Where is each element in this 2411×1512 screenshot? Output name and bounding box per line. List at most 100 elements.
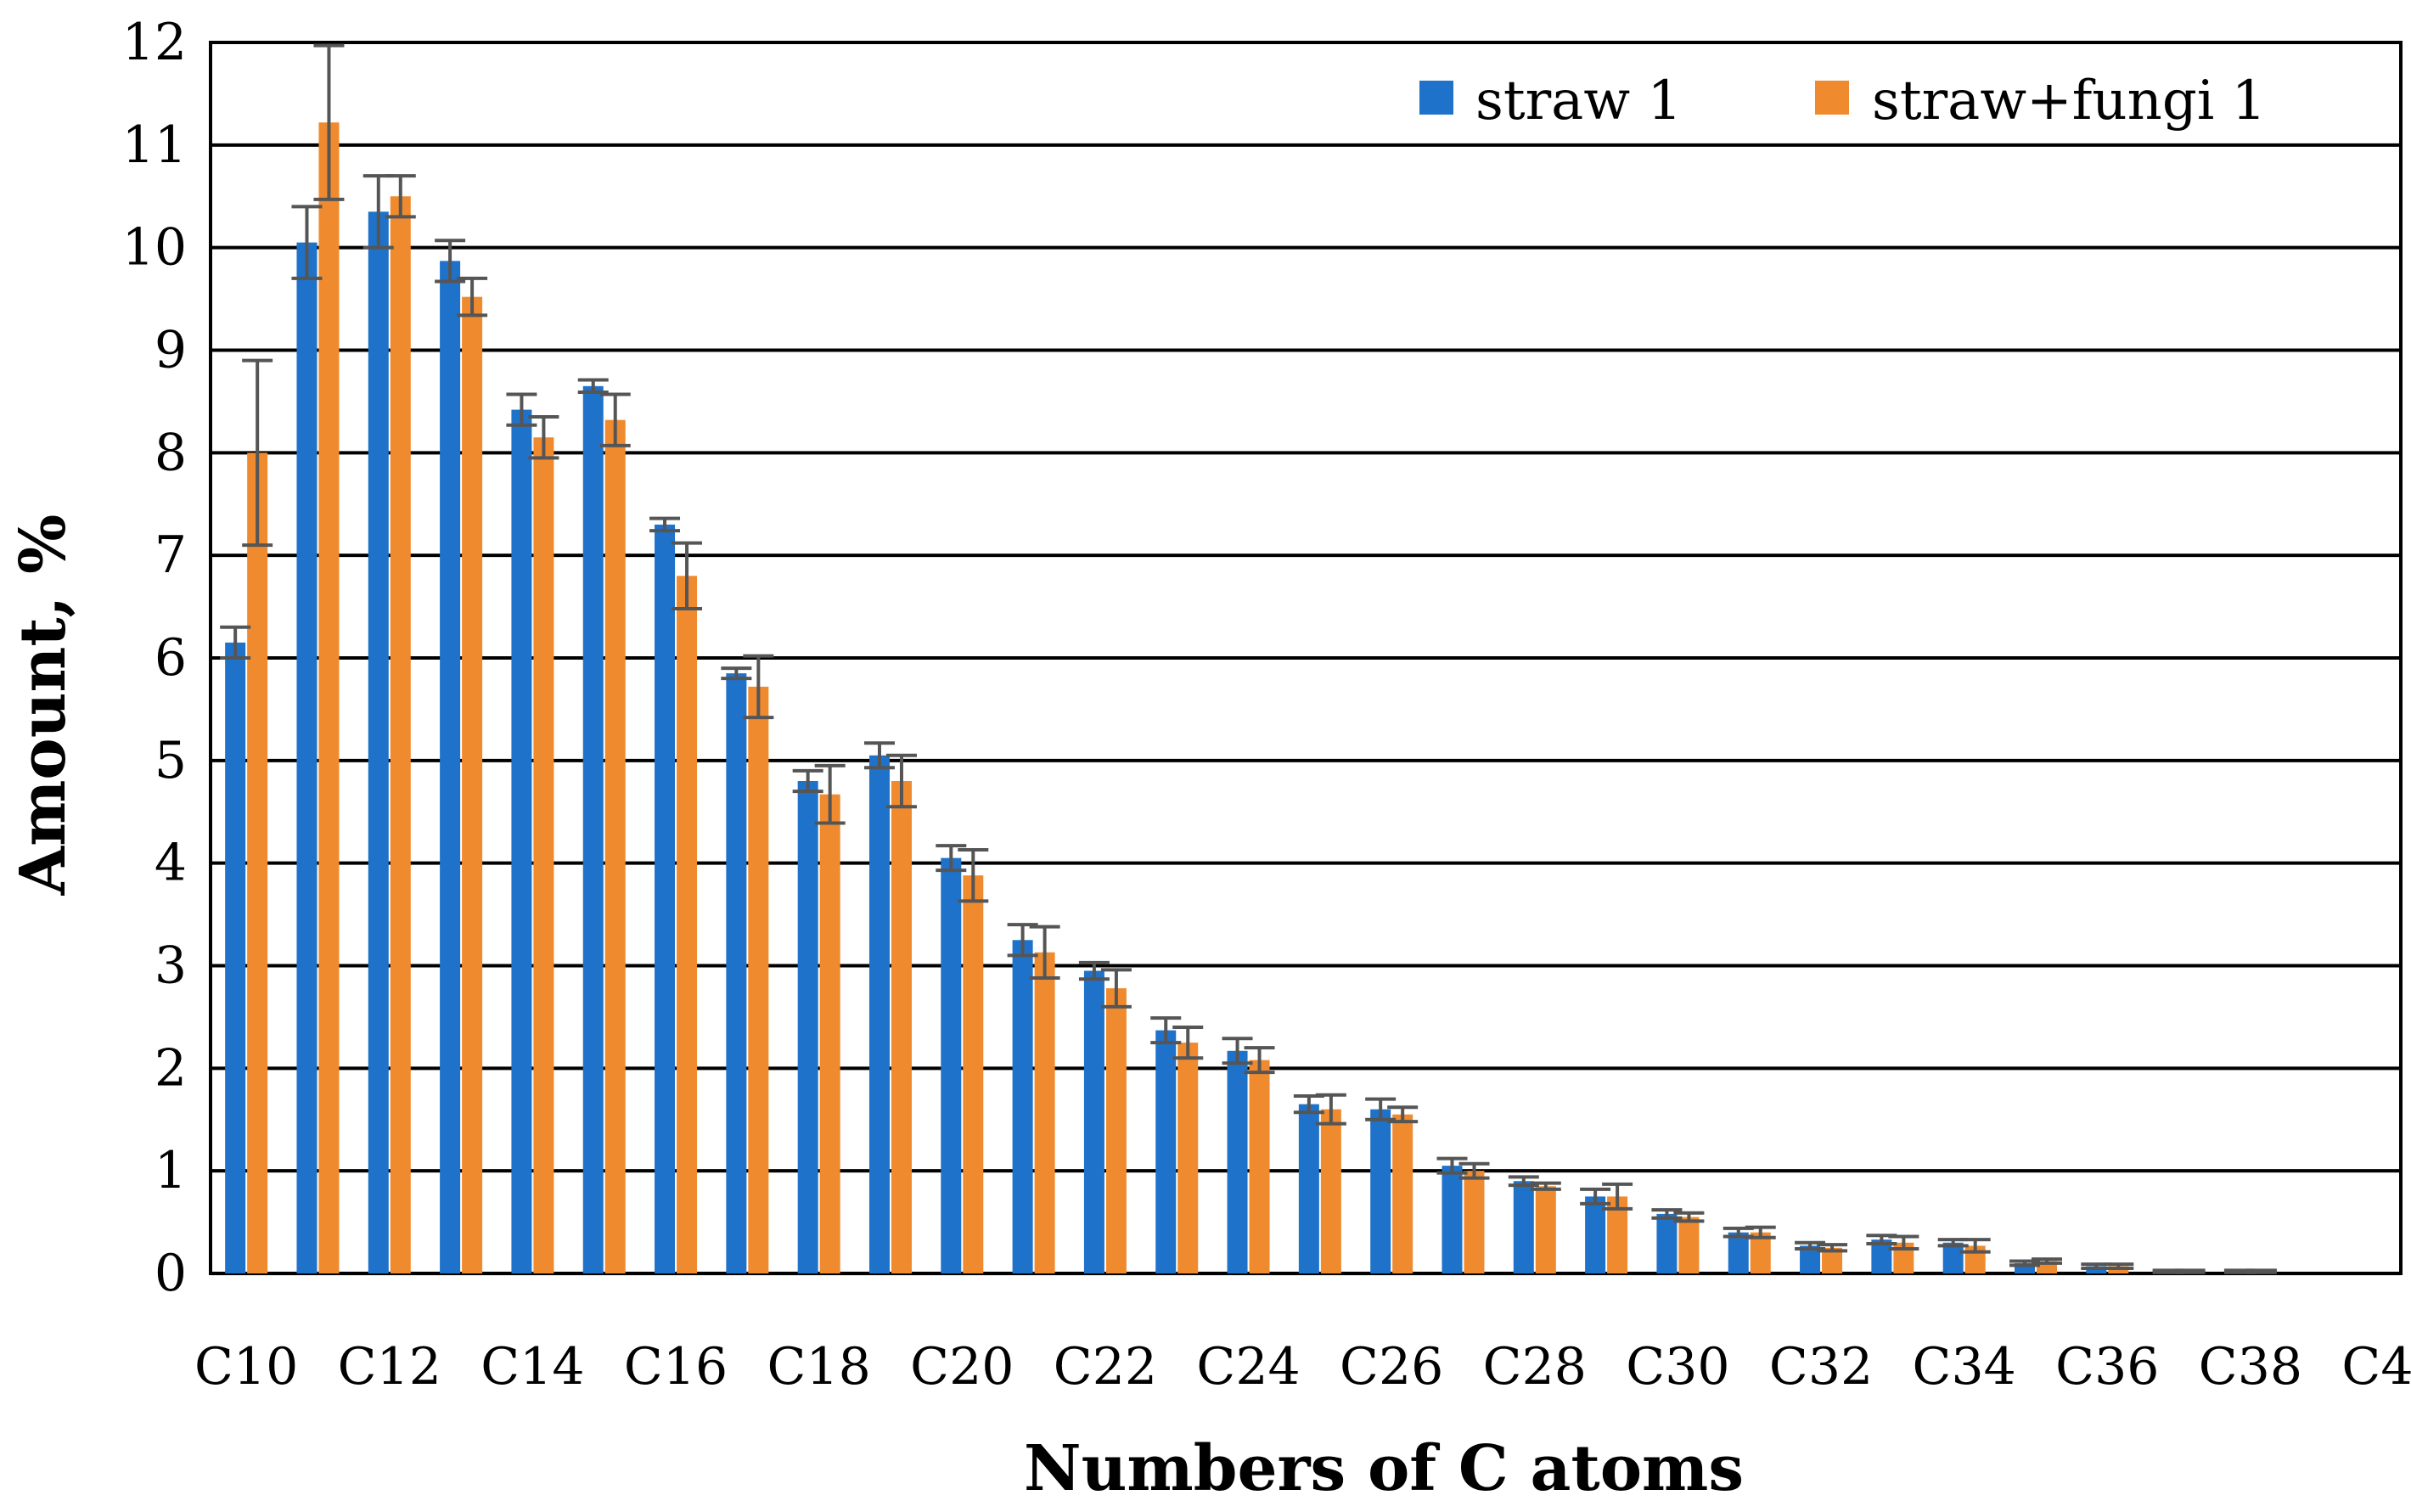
- error-bar-straw-fungi-1-C26: [1387, 1105, 1419, 1124]
- y-tick-label-0: 0: [155, 1244, 187, 1303]
- bar-straw-fungi-1-C16: [677, 576, 698, 1273]
- bar-straw-1-C28: [1513, 1181, 1534, 1273]
- bar-straw-1-C11: [296, 242, 318, 1273]
- error-bar-straw-fungi-1-C29: [1602, 1182, 1633, 1211]
- error-bar-straw-1-C21: [1007, 923, 1038, 958]
- bar-straw-1-C25: [1298, 1104, 1319, 1273]
- bar-straw-1-C17: [726, 673, 747, 1273]
- error-bar-straw-fungi-1-C34: [1959, 1238, 1991, 1254]
- bar-straw-fungi-1-C28: [1535, 1186, 1556, 1273]
- gridlines: [209, 41, 2403, 1276]
- bar-straw-fungi-1-C21: [1034, 952, 1055, 1273]
- error-bar-straw-fungi-1-C37: [2174, 1268, 2206, 1274]
- bar-straw-1-C34: [1942, 1242, 1964, 1273]
- error-bar-straw-fungi-1-C15: [599, 392, 631, 447]
- error-bar-straw-fungi-1-C32: [1817, 1243, 1848, 1253]
- bar-straw-fungi-1-C20: [963, 875, 984, 1273]
- error-bar-straw-1-C17: [721, 666, 752, 681]
- bar-straw-1-C30: [1656, 1213, 1678, 1273]
- error-bar-straw-fungi-1-C22: [1100, 968, 1132, 1009]
- error-bar-straw-fungi-1-C11: [313, 43, 345, 201]
- error-bar-straw-fungi-1-C19: [885, 753, 917, 809]
- y-tick-label-5: 5: [155, 731, 187, 790]
- x-tick-label-C26: C26: [1340, 1337, 1443, 1397]
- error-bar-straw-1-C30: [1651, 1208, 1683, 1220]
- x-tick-label-C38: C38: [2199, 1337, 2302, 1397]
- x-axis-title: Numbers of C atoms: [1024, 1432, 1744, 1505]
- error-bar-straw-1-C28: [1508, 1175, 1539, 1188]
- error-bar-straw-1-C24: [1222, 1037, 1253, 1065]
- x-tick-label-C36: C36: [2055, 1337, 2159, 1397]
- error-bar-straw-1-C23: [1150, 1016, 1182, 1045]
- legend-label-straw-fungi-1: straw+fungi 1: [1872, 70, 2266, 132]
- bar-straw-1-C12: [368, 211, 389, 1273]
- error-bar-straw-1-C16: [649, 516, 681, 533]
- error-bar-straw-1-C12: [362, 174, 394, 250]
- bar-straw-fungi-1-C22: [1105, 988, 1127, 1273]
- bar-straw-1-C20: [941, 857, 962, 1273]
- x-tick-label-C30: C30: [1626, 1337, 1729, 1397]
- legend-swatch-straw-1: [1419, 81, 1453, 115]
- x-tick-label-C14: C14: [481, 1337, 584, 1397]
- error-bar-straw-fungi-1-C20: [958, 847, 989, 903]
- error-bar-straw-1-C19: [863, 741, 895, 770]
- bar-straw-fungi-1-C27: [1464, 1171, 1485, 1273]
- bar-straw-1-C13: [440, 261, 461, 1273]
- legend: straw 1 straw+fungi 1: [1419, 70, 2266, 132]
- bar-straw-fungi-1-C13: [462, 296, 483, 1274]
- bar-straw-fungi-1-C17: [748, 686, 769, 1273]
- y-tick-label-3: 3: [155, 936, 187, 996]
- error-bar-straw-1-C29: [1580, 1187, 1611, 1206]
- x-tick-label-C34: C34: [1913, 1337, 2016, 1397]
- error-bar-straw-1-C35: [2009, 1259, 2040, 1267]
- y-tick-label-7: 7: [155, 526, 187, 585]
- bar-straw-1-C31: [1728, 1232, 1749, 1273]
- bar-straw-1-C24: [1227, 1050, 1248, 1273]
- y-tick-label-9: 9: [155, 321, 187, 380]
- error-bar-straw-fungi-1-C21: [1029, 925, 1060, 980]
- bar-straw-1-C22: [1083, 970, 1104, 1273]
- bar-straw-fungi-1-C10: [247, 452, 268, 1273]
- x-tick-label-C10: C10: [194, 1337, 298, 1397]
- bar-straw-1-C15: [582, 385, 604, 1274]
- x-tick-label-C20: C20: [910, 1337, 1014, 1397]
- bar-straw-fungi-1-C24: [1249, 1060, 1270, 1273]
- bar-straw-1-C16: [655, 524, 676, 1273]
- bar-straw-fungi-1-C30: [1678, 1217, 1700, 1273]
- error-bar-straw-fungi-1-C14: [528, 415, 559, 460]
- bar-straw-fungi-1-C11: [318, 122, 340, 1273]
- y-tick-label-4: 4: [155, 834, 187, 893]
- x-tick-label-C32: C32: [1769, 1337, 1873, 1397]
- bar-straw-1-C26: [1370, 1109, 1391, 1273]
- y-axis-title: Amount, %: [7, 514, 80, 897]
- bar-straw-1-C19: [868, 755, 890, 1273]
- x-tick-labels: C10 C12 C14 C16 C18 C20 C22 C24 C26 C28 C30 C32 C34 C…: [194, 1337, 2411, 1397]
- error-bar-straw-1-C18: [792, 768, 823, 794]
- bar-straw-fungi-1-C26: [1392, 1114, 1413, 1273]
- bar-straw-fungi-1-C31: [1750, 1232, 1771, 1273]
- x-tick-label-C18: C18: [767, 1337, 871, 1397]
- bar-straw-1-C21: [1012, 940, 1033, 1273]
- error-bar-straw-fungi-1-C25: [1315, 1093, 1346, 1126]
- error-bar-straw-1-C13: [435, 239, 466, 284]
- error-bar-straw-1-C15: [577, 378, 609, 395]
- error-bar-straw-fungi-1-C18: [814, 763, 846, 825]
- y-tick-label-11: 11: [122, 115, 187, 175]
- x-tick-label-C12: C12: [338, 1337, 441, 1397]
- error-bar-straw-fungi-1-C13: [457, 276, 488, 318]
- error-bar-straw-1-C31: [1723, 1226, 1754, 1239]
- error-bar-straw-fungi-1-C23: [1172, 1026, 1204, 1060]
- error-bar-straw-fungi-1-C36: [2103, 1262, 2134, 1270]
- x-tick-label-C28: C28: [1483, 1337, 1587, 1397]
- bar-straw-fungi-1-C19: [891, 781, 912, 1273]
- legend-label-straw-1: straw 1: [1475, 70, 1682, 132]
- y-tick-label-6: 6: [155, 628, 187, 688]
- y-tick-label-8: 8: [155, 423, 187, 482]
- x-tick-label-C22: C22: [1054, 1337, 1157, 1397]
- error-bar-straw-1-C32: [1795, 1240, 1826, 1251]
- error-bar-straw-fungi-1-C12: [385, 174, 416, 219]
- error-bar-straw-1-C10: [220, 625, 251, 660]
- error-bar-straw-1-C22: [1078, 960, 1110, 981]
